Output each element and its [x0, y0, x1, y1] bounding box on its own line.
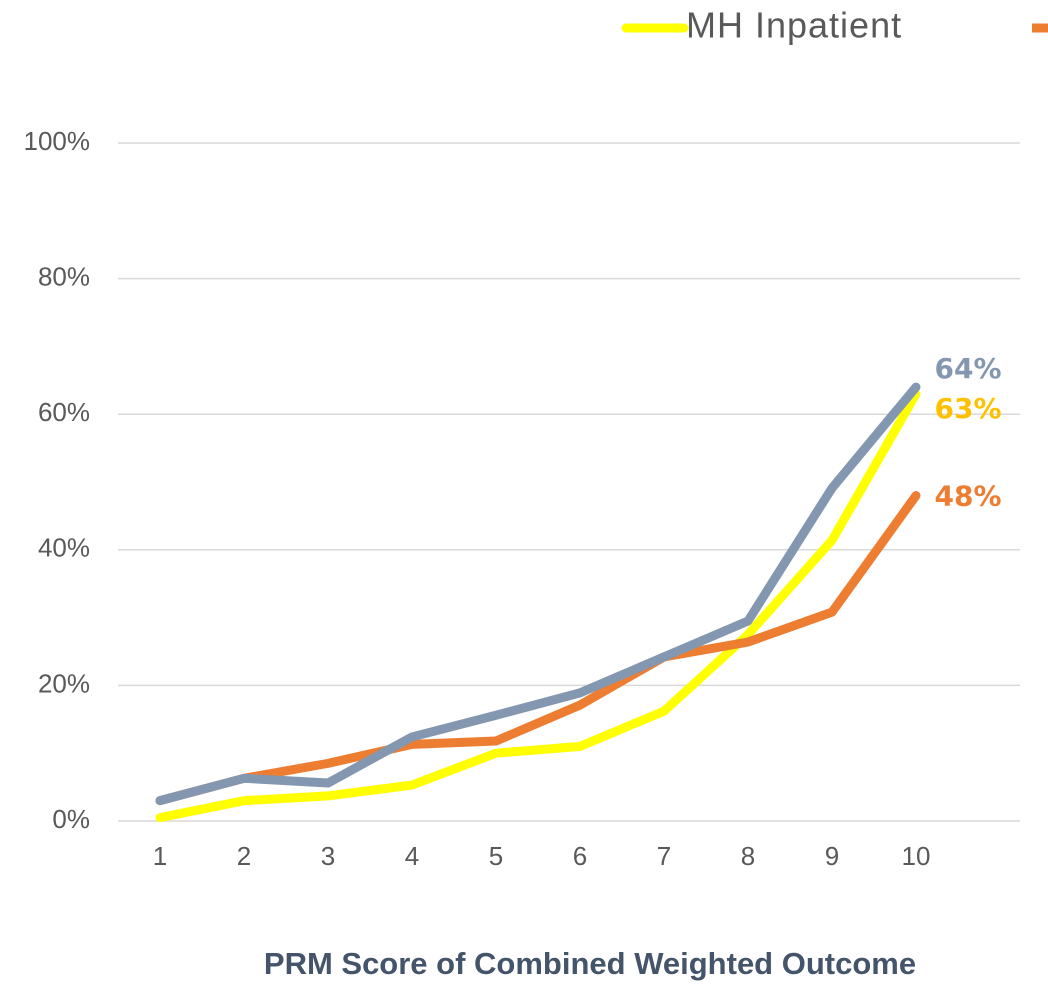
x-tick-label: 1	[153, 841, 167, 871]
data-label: 63%	[934, 392, 1001, 425]
x-tick-label: 8	[741, 841, 755, 871]
y-tick-label: 20%	[38, 668, 90, 698]
data-label: 64%	[934, 352, 1001, 385]
x-tick-label: 6	[573, 841, 587, 871]
y-tick-label: 60%	[38, 397, 90, 427]
series-line	[155, 389, 921, 823]
x-tick-label: 3	[321, 841, 335, 871]
legend-label: MH Inpatient	[686, 5, 902, 46]
series-line	[155, 491, 921, 806]
y-tick-label: 80%	[38, 261, 90, 291]
y-tick-label: 0%	[52, 804, 90, 834]
x-tick-label: 9	[825, 841, 839, 871]
x-tick-label: 5	[489, 841, 503, 871]
x-tick-label: 4	[405, 841, 419, 871]
y-tick-label: 100%	[24, 126, 91, 156]
x-tick-label: 7	[657, 841, 671, 871]
x-tick-label: 2	[237, 841, 251, 871]
x-axis-title: PRM Score of Combined Weighted Outcome	[264, 946, 916, 981]
x-tick-label: 10	[902, 841, 931, 871]
series-line	[155, 382, 921, 806]
y-tick-label: 40%	[38, 533, 90, 563]
data-label: 48%	[934, 480, 1001, 513]
